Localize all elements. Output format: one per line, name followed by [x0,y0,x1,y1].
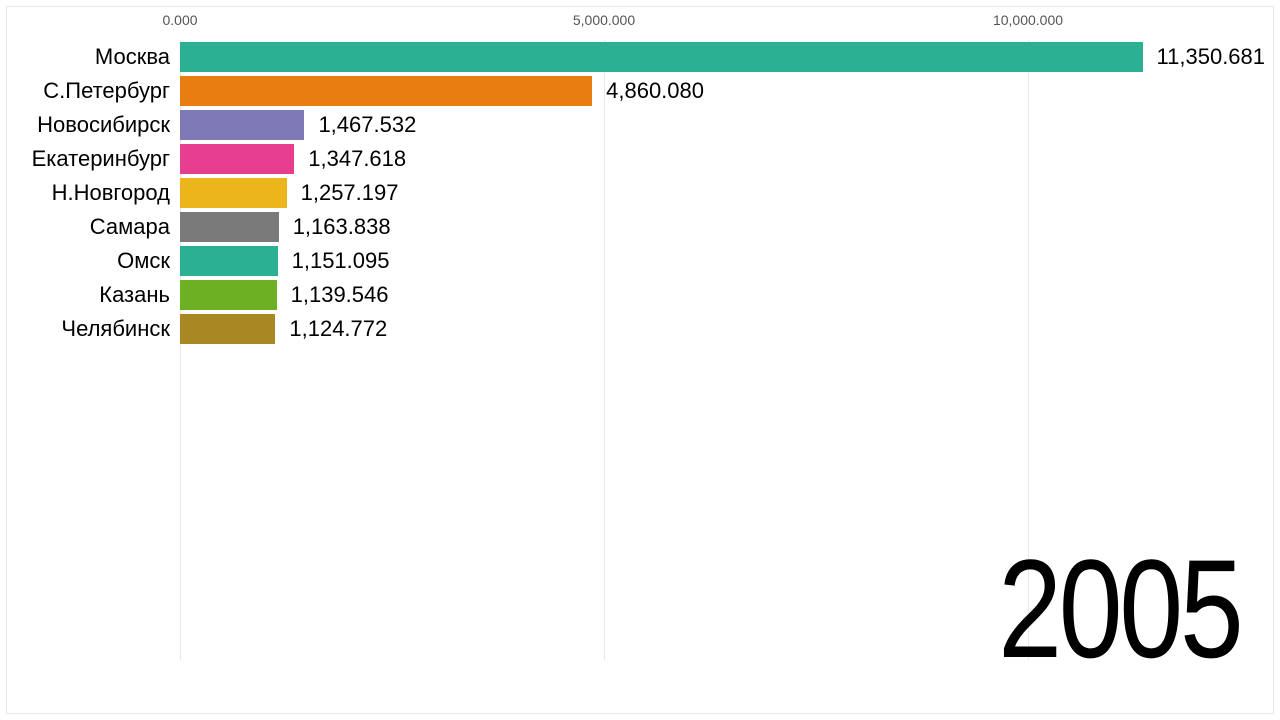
axis-tick-label: 0.000 [162,12,197,28]
bar-row: Казань1,139.546 [180,278,1240,312]
category-label: Москва [95,40,170,74]
bar [180,42,1143,72]
bar [180,178,287,208]
category-label: Н.Новгород [52,176,170,210]
bar-row: Омск1,151.095 [180,244,1240,278]
category-label: Челябинск [61,312,170,346]
bar-row: Екатеринбург1,347.618 [180,142,1240,176]
value-label: 1,139.546 [291,278,389,312]
axis-tick-label: 10,000.000 [993,12,1063,28]
value-label: 1,163.838 [293,210,391,244]
value-label: 1,151.095 [292,244,390,278]
bar [180,280,277,310]
axis-tick-label: 5,000.000 [573,12,635,28]
category-label: Казань [99,278,170,312]
value-label: 1,467.532 [318,108,416,142]
bar-row: Челябинск1,124.772 [180,312,1240,346]
value-label: 1,124.772 [289,312,387,346]
bar-row: Москва11,350.681 [180,40,1240,74]
value-label: 1,257.197 [301,176,399,210]
category-label: Самара [90,210,170,244]
category-label: Омск [117,244,170,278]
category-label: Новосибирск [37,108,170,142]
bar [180,212,279,242]
bar-row: Самара1,163.838 [180,210,1240,244]
bar [180,144,294,174]
bar-row: Новосибирск1,467.532 [180,108,1240,142]
value-label: 4,860.080 [606,74,704,108]
value-label: 1,347.618 [308,142,406,176]
bar [180,246,278,276]
bar [180,110,304,140]
category-label: С.Петербург [43,74,170,108]
category-label: Екатеринбург [32,142,170,176]
year-label: 2005 [998,528,1240,690]
value-label: 11,350.681 [1157,40,1265,74]
bar-row: Н.Новгород1,257.197 [180,176,1240,210]
bar [180,76,592,106]
bar-row: С.Петербург4,860.080 [180,74,1240,108]
bar [180,314,275,344]
